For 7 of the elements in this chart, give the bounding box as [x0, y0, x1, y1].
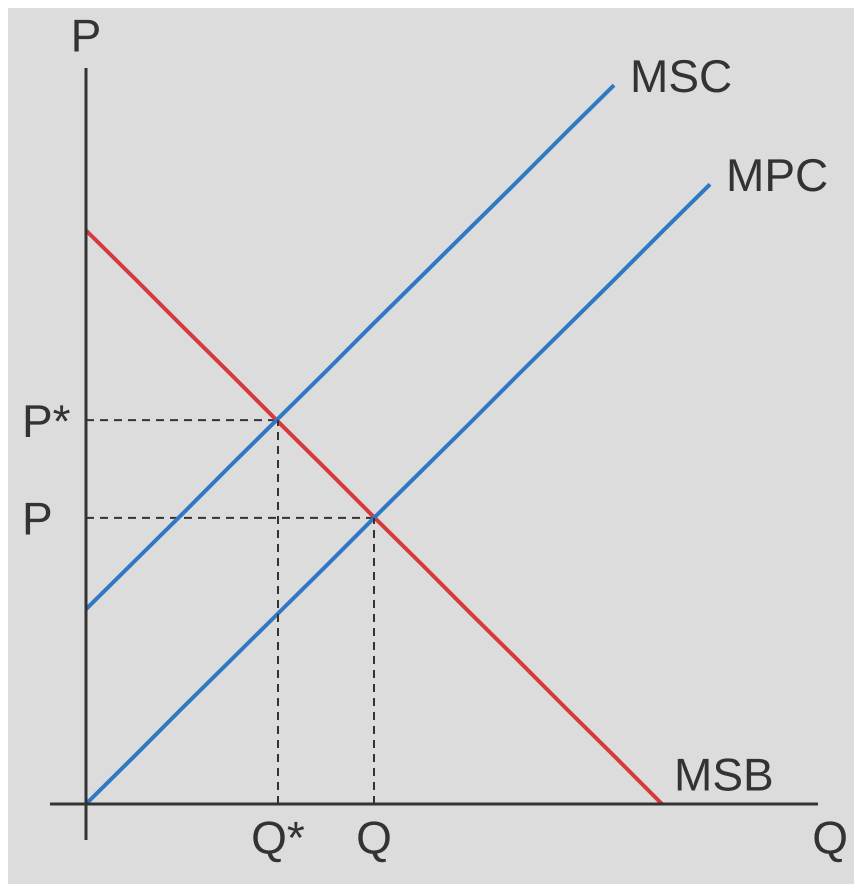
series-label: MPC	[726, 149, 828, 202]
series-label: MSB	[674, 748, 774, 801]
series-label: P*	[22, 394, 71, 447]
series-label: MSC	[630, 50, 732, 102]
x-tick-label: Q*	[251, 812, 305, 864]
y-axis-title: P	[70, 10, 102, 62]
series-label: P	[22, 492, 53, 545]
